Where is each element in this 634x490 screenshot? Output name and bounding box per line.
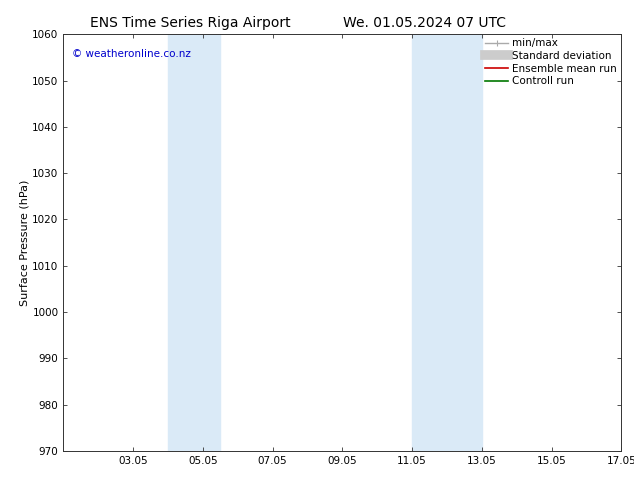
- Text: We. 01.05.2024 07 UTC: We. 01.05.2024 07 UTC: [343, 16, 507, 30]
- Bar: [168, 34, 221, 451]
- Bar: [412, 34, 482, 451]
- Text: © weatheronline.co.nz: © weatheronline.co.nz: [72, 49, 191, 59]
- Y-axis label: Surface Pressure (hPa): Surface Pressure (hPa): [20, 179, 30, 306]
- Text: ENS Time Series Riga Airport: ENS Time Series Riga Airport: [90, 16, 290, 30]
- Legend: min/max, Standard deviation, Ensemble mean run, Controll run: min/max, Standard deviation, Ensemble me…: [483, 36, 619, 88]
